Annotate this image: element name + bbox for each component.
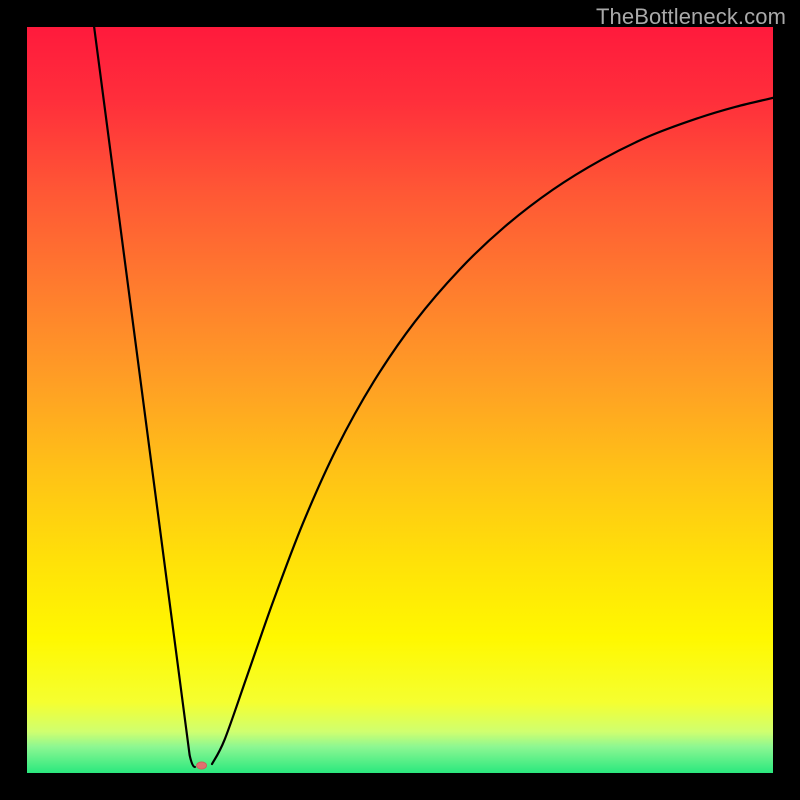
bottleneck-curve bbox=[27, 27, 773, 773]
chart-container: TheBottleneck.com bbox=[0, 0, 800, 800]
optimal-point-marker bbox=[197, 762, 207, 769]
watermark: TheBottleneck.com bbox=[596, 4, 786, 30]
